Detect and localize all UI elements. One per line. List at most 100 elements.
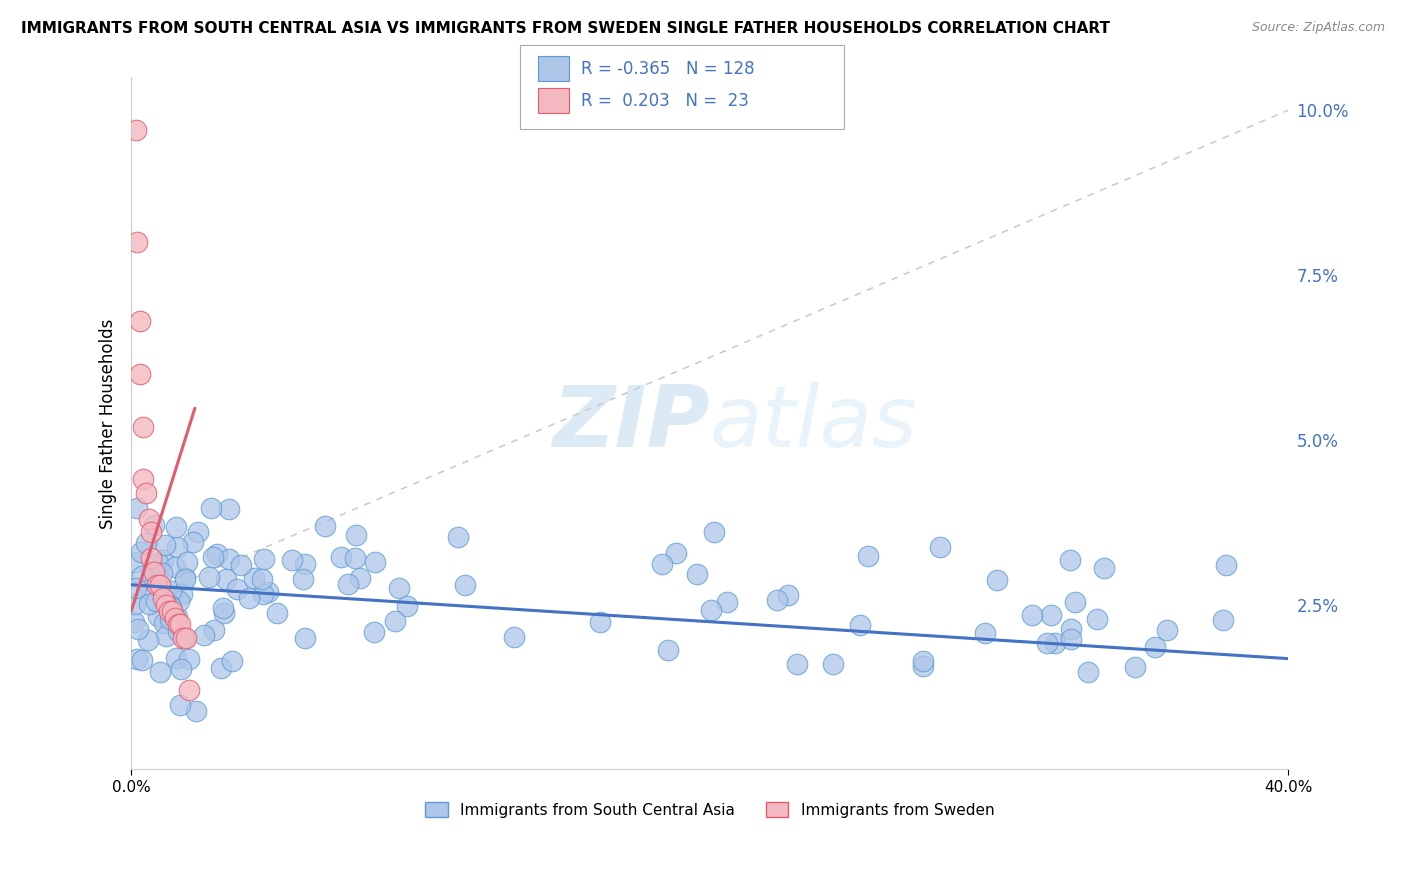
Point xyxy=(766,593,789,607)
Text: Source: ZipAtlas.com: Source: ZipAtlas.com xyxy=(1251,21,1385,34)
Point xyxy=(281,553,304,567)
Point xyxy=(364,555,387,569)
Point xyxy=(197,569,219,583)
Text: R = -0.365   N = 128: R = -0.365 N = 128 xyxy=(581,60,754,78)
Point xyxy=(776,588,799,602)
Point xyxy=(166,610,188,624)
Text: ZIP: ZIP xyxy=(553,382,710,465)
Point xyxy=(1156,623,1178,637)
Point xyxy=(207,548,229,562)
Point xyxy=(136,632,159,647)
Point xyxy=(172,631,194,645)
Point xyxy=(160,604,183,618)
Text: atlas: atlas xyxy=(710,382,918,465)
Point xyxy=(159,612,181,626)
Point xyxy=(266,606,288,620)
Point xyxy=(212,606,235,620)
Point xyxy=(1123,659,1146,673)
Point xyxy=(122,615,145,629)
Point xyxy=(986,573,1008,587)
Point xyxy=(221,654,243,668)
Point xyxy=(1063,595,1085,609)
Point xyxy=(1036,635,1059,649)
Point xyxy=(132,419,155,434)
Point xyxy=(169,594,191,608)
Point xyxy=(149,578,172,592)
Point xyxy=(174,631,197,645)
Point xyxy=(173,571,195,585)
Point xyxy=(193,628,215,642)
Point xyxy=(149,665,172,679)
Point xyxy=(143,565,166,579)
Point xyxy=(150,566,173,580)
Point xyxy=(974,625,997,640)
Point xyxy=(124,123,146,137)
Y-axis label: Single Father Households: Single Father Households xyxy=(100,318,117,529)
Point xyxy=(141,525,163,540)
Point xyxy=(125,500,148,515)
Point xyxy=(1021,607,1043,622)
Point xyxy=(1059,553,1081,567)
Point xyxy=(143,564,166,578)
Point xyxy=(131,569,153,583)
Point xyxy=(146,578,169,592)
Point xyxy=(153,615,176,630)
Point xyxy=(129,367,152,381)
Point xyxy=(202,623,225,637)
Point xyxy=(330,550,353,565)
Point xyxy=(1059,632,1081,646)
Point xyxy=(291,572,314,586)
Point xyxy=(159,598,181,612)
Point xyxy=(314,519,336,533)
Point xyxy=(163,611,186,625)
Point xyxy=(294,632,316,646)
Point xyxy=(177,651,200,665)
Point xyxy=(396,599,419,613)
Point xyxy=(503,630,526,644)
Point xyxy=(152,591,174,605)
Point xyxy=(146,608,169,623)
Text: IMMIGRANTS FROM SOUTH CENTRAL ASIA VS IMMIGRANTS FROM SWEDEN SINGLE FATHER HOUSE: IMMIGRANTS FROM SOUTH CENTRAL ASIA VS IM… xyxy=(21,21,1111,36)
Point xyxy=(157,604,180,618)
Point xyxy=(163,560,186,574)
Point xyxy=(786,657,808,672)
Point xyxy=(243,571,266,585)
Point xyxy=(129,314,152,328)
Point xyxy=(138,512,160,526)
Point xyxy=(1212,613,1234,627)
Point xyxy=(127,623,149,637)
Point xyxy=(238,591,260,605)
Point xyxy=(138,597,160,611)
Point xyxy=(166,617,188,632)
Point xyxy=(716,595,738,609)
Point xyxy=(849,617,872,632)
Point xyxy=(858,549,880,564)
Point xyxy=(700,602,723,616)
Point xyxy=(200,500,222,515)
Point xyxy=(186,704,208,718)
Point xyxy=(155,629,177,643)
Point xyxy=(1043,636,1066,650)
Point xyxy=(218,502,240,516)
Point xyxy=(145,594,167,608)
Point xyxy=(686,567,709,582)
Point xyxy=(153,594,176,608)
Point xyxy=(1215,558,1237,573)
Point xyxy=(173,631,195,645)
Point xyxy=(187,524,209,539)
Legend: Immigrants from South Central Asia, Immigrants from Sweden: Immigrants from South Central Asia, Immi… xyxy=(419,796,1001,824)
Point xyxy=(124,598,146,612)
Point xyxy=(131,544,153,558)
Point xyxy=(125,235,148,249)
Point xyxy=(363,625,385,640)
Point xyxy=(155,598,177,612)
Point xyxy=(657,643,679,657)
Text: R =  0.203   N =  23: R = 0.203 N = 23 xyxy=(581,92,748,110)
Point xyxy=(294,557,316,571)
Point xyxy=(1143,640,1166,654)
Point xyxy=(125,652,148,666)
Point xyxy=(911,658,934,673)
Point xyxy=(703,524,725,539)
Point xyxy=(177,683,200,698)
Point xyxy=(170,587,193,601)
